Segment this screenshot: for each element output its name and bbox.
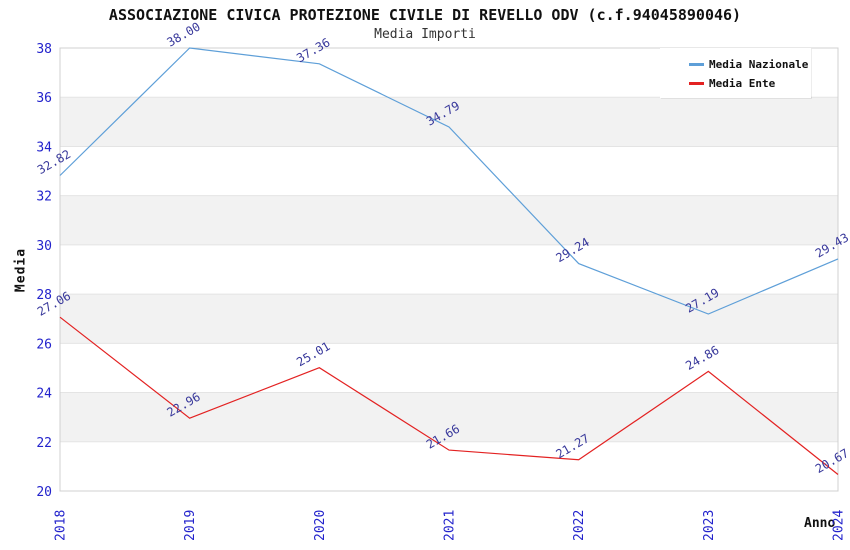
x-axis-label: Anno bbox=[804, 516, 836, 531]
y-tick-label: 34 bbox=[36, 140, 52, 155]
y-tick-label: 36 bbox=[36, 91, 52, 106]
series-line-media-ente bbox=[59, 316, 839, 475]
y-tick-label: 28 bbox=[36, 288, 52, 303]
legend-item-media-nazionale: Media Nazionale bbox=[660, 55, 811, 74]
plot-band bbox=[60, 392, 838, 442]
x-tick-label: 2020 bbox=[313, 510, 328, 541]
chart-subtitle: Media Importi bbox=[374, 27, 476, 42]
legend-swatch-red-line-icon bbox=[689, 82, 704, 85]
plot-band bbox=[60, 294, 838, 344]
plot-band bbox=[60, 195, 838, 245]
point-label: 24.86 bbox=[683, 343, 721, 373]
series-line-media-nazionale bbox=[59, 47, 839, 315]
x-tick-label: 2019 bbox=[183, 510, 198, 541]
point-label: 38.00 bbox=[165, 19, 203, 49]
legend-label: Media Nazionale bbox=[709, 58, 809, 71]
legend-item-media-ente: Media Ente bbox=[660, 74, 811, 93]
legend-swatch-blue-line-icon bbox=[689, 63, 704, 66]
x-tick-label: 2018 bbox=[54, 510, 69, 541]
y-tick-label: 20 bbox=[36, 485, 52, 500]
x-tick-label: 2023 bbox=[702, 510, 717, 541]
legend: Media Nazionale Media Ente bbox=[660, 48, 811, 98]
y-tick-label: 26 bbox=[36, 337, 52, 352]
y-tick-label: 22 bbox=[36, 436, 52, 451]
y-tick-label: 24 bbox=[36, 387, 52, 402]
x-tick-label: 2022 bbox=[572, 510, 587, 541]
legend-label: Media Ente bbox=[709, 77, 776, 90]
x-tick-label: 2024 bbox=[832, 510, 847, 541]
chart-title: ASSOCIAZIONE CIVICA PROTEZIONE CIVILE DI… bbox=[108, 6, 742, 24]
y-tick-label: 32 bbox=[36, 190, 52, 205]
y-tick-label: 30 bbox=[36, 239, 52, 254]
x-tick-label: 2021 bbox=[443, 510, 458, 541]
point-label: 20.67 bbox=[813, 446, 850, 476]
plot-border bbox=[59, 47, 839, 492]
plot-band bbox=[60, 97, 838, 147]
point-label: 37.36 bbox=[294, 35, 332, 65]
y-tick-label: 38 bbox=[36, 42, 52, 57]
